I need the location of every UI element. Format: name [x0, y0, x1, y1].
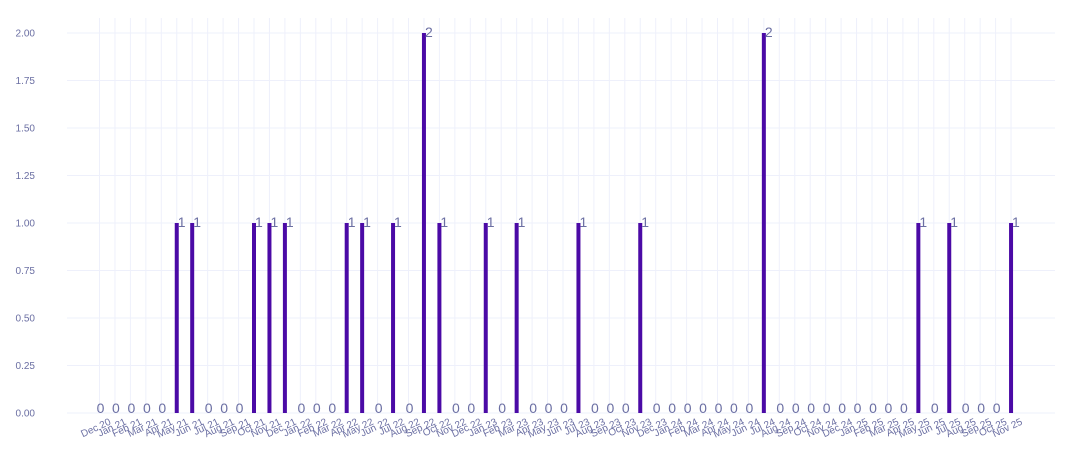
bar — [282, 223, 287, 413]
data-label: 0 — [406, 400, 414, 416]
data-label: 0 — [97, 400, 105, 416]
data-label: 0 — [838, 400, 846, 416]
bar — [638, 223, 643, 413]
y-tick-label: 1.00 — [16, 219, 36, 230]
bar — [947, 223, 952, 413]
data-label: 0 — [653, 400, 661, 416]
data-label: 0 — [158, 400, 166, 416]
bar — [360, 223, 365, 413]
data-label: 0 — [467, 400, 475, 416]
y-tick-label: 0.50 — [16, 314, 36, 325]
data-label: 2 — [765, 24, 773, 40]
bar — [190, 223, 195, 413]
bar-layer — [174, 33, 1014, 413]
data-label: 0 — [545, 400, 553, 416]
data-label: 0 — [931, 400, 939, 416]
bar — [252, 223, 256, 413]
data-label: 0 — [807, 400, 815, 416]
data-label: 0 — [498, 400, 506, 416]
data-label: 0 — [730, 400, 738, 416]
bar — [421, 33, 426, 413]
data-label: 0 — [143, 400, 151, 416]
data-label: 0 — [869, 400, 877, 416]
data-label: 0 — [684, 400, 692, 416]
data-label: 0 — [328, 400, 336, 416]
bar — [1009, 223, 1014, 413]
data-label: 1 — [348, 214, 356, 230]
bar — [174, 223, 179, 413]
data-label: 0 — [236, 400, 244, 416]
y-tick-label: 0.75 — [16, 266, 36, 277]
data-label: 0 — [715, 400, 723, 416]
data-label: 0 — [375, 400, 383, 416]
y-tick-label: 0.00 — [16, 409, 36, 420]
data-label: 0 — [823, 400, 831, 416]
data-label: 0 — [746, 400, 754, 416]
data-label: 0 — [885, 400, 893, 416]
bar — [344, 223, 349, 413]
y-axis: 0.00 0.25 0.50 0.75 1.00 1.25 1.50 1.75 2.00 — [16, 29, 36, 420]
grid-layer — [67, 18, 1055, 414]
data-label: 0 — [297, 400, 305, 416]
data-label: 0 — [452, 400, 460, 416]
y-tick-label: 0.25 — [16, 361, 36, 372]
y-tick-label: 1.75 — [16, 76, 36, 87]
y-tick-label: 1.25 — [16, 171, 36, 182]
data-label: 1 — [255, 214, 263, 230]
data-label: 0 — [112, 400, 120, 416]
data-label: 1 — [487, 214, 495, 230]
bar — [437, 223, 442, 413]
data-label: 1 — [440, 214, 448, 230]
data-label: 1 — [518, 214, 526, 230]
data-label: 0 — [993, 400, 1001, 416]
data-label: 0 — [606, 400, 614, 416]
data-label: 0 — [962, 400, 970, 416]
data-label: 1 — [394, 214, 402, 230]
data-label: 1 — [363, 214, 371, 230]
data-label: 1 — [641, 214, 649, 230]
bar — [916, 223, 921, 413]
y-tick-label: 2.00 — [16, 29, 36, 40]
data-label: 1 — [270, 214, 278, 230]
data-label: 1 — [193, 214, 201, 230]
data-label: 1 — [1012, 214, 1020, 230]
data-label: 1 — [286, 214, 294, 230]
data-label: 0 — [622, 400, 630, 416]
data-label: 0 — [854, 400, 862, 416]
data-label: 0 — [205, 400, 213, 416]
data-label: 0 — [313, 400, 321, 416]
bar — [761, 33, 766, 413]
data-label: 0 — [977, 400, 985, 416]
data-label: 1 — [950, 214, 958, 230]
bar — [514, 223, 519, 413]
data-label: 1 — [178, 214, 186, 230]
bar — [483, 223, 488, 413]
data-label: 0 — [591, 400, 599, 416]
data-label: 0 — [699, 400, 707, 416]
y-tick-label: 1.50 — [16, 124, 36, 135]
data-label: 0 — [792, 400, 800, 416]
bar — [267, 223, 272, 413]
data-label: 0 — [776, 400, 784, 416]
data-label: 0 — [900, 400, 908, 416]
data-label: 0 — [220, 400, 228, 416]
bar — [576, 223, 581, 413]
bar — [391, 223, 396, 413]
data-label: 0 — [560, 400, 568, 416]
data-label: 1 — [919, 214, 927, 230]
data-label: 0 — [128, 400, 136, 416]
data-label: 0 — [529, 400, 537, 416]
data-label: 0 — [668, 400, 676, 416]
data-label: 1 — [579, 214, 587, 230]
data-label: 2 — [425, 24, 433, 40]
